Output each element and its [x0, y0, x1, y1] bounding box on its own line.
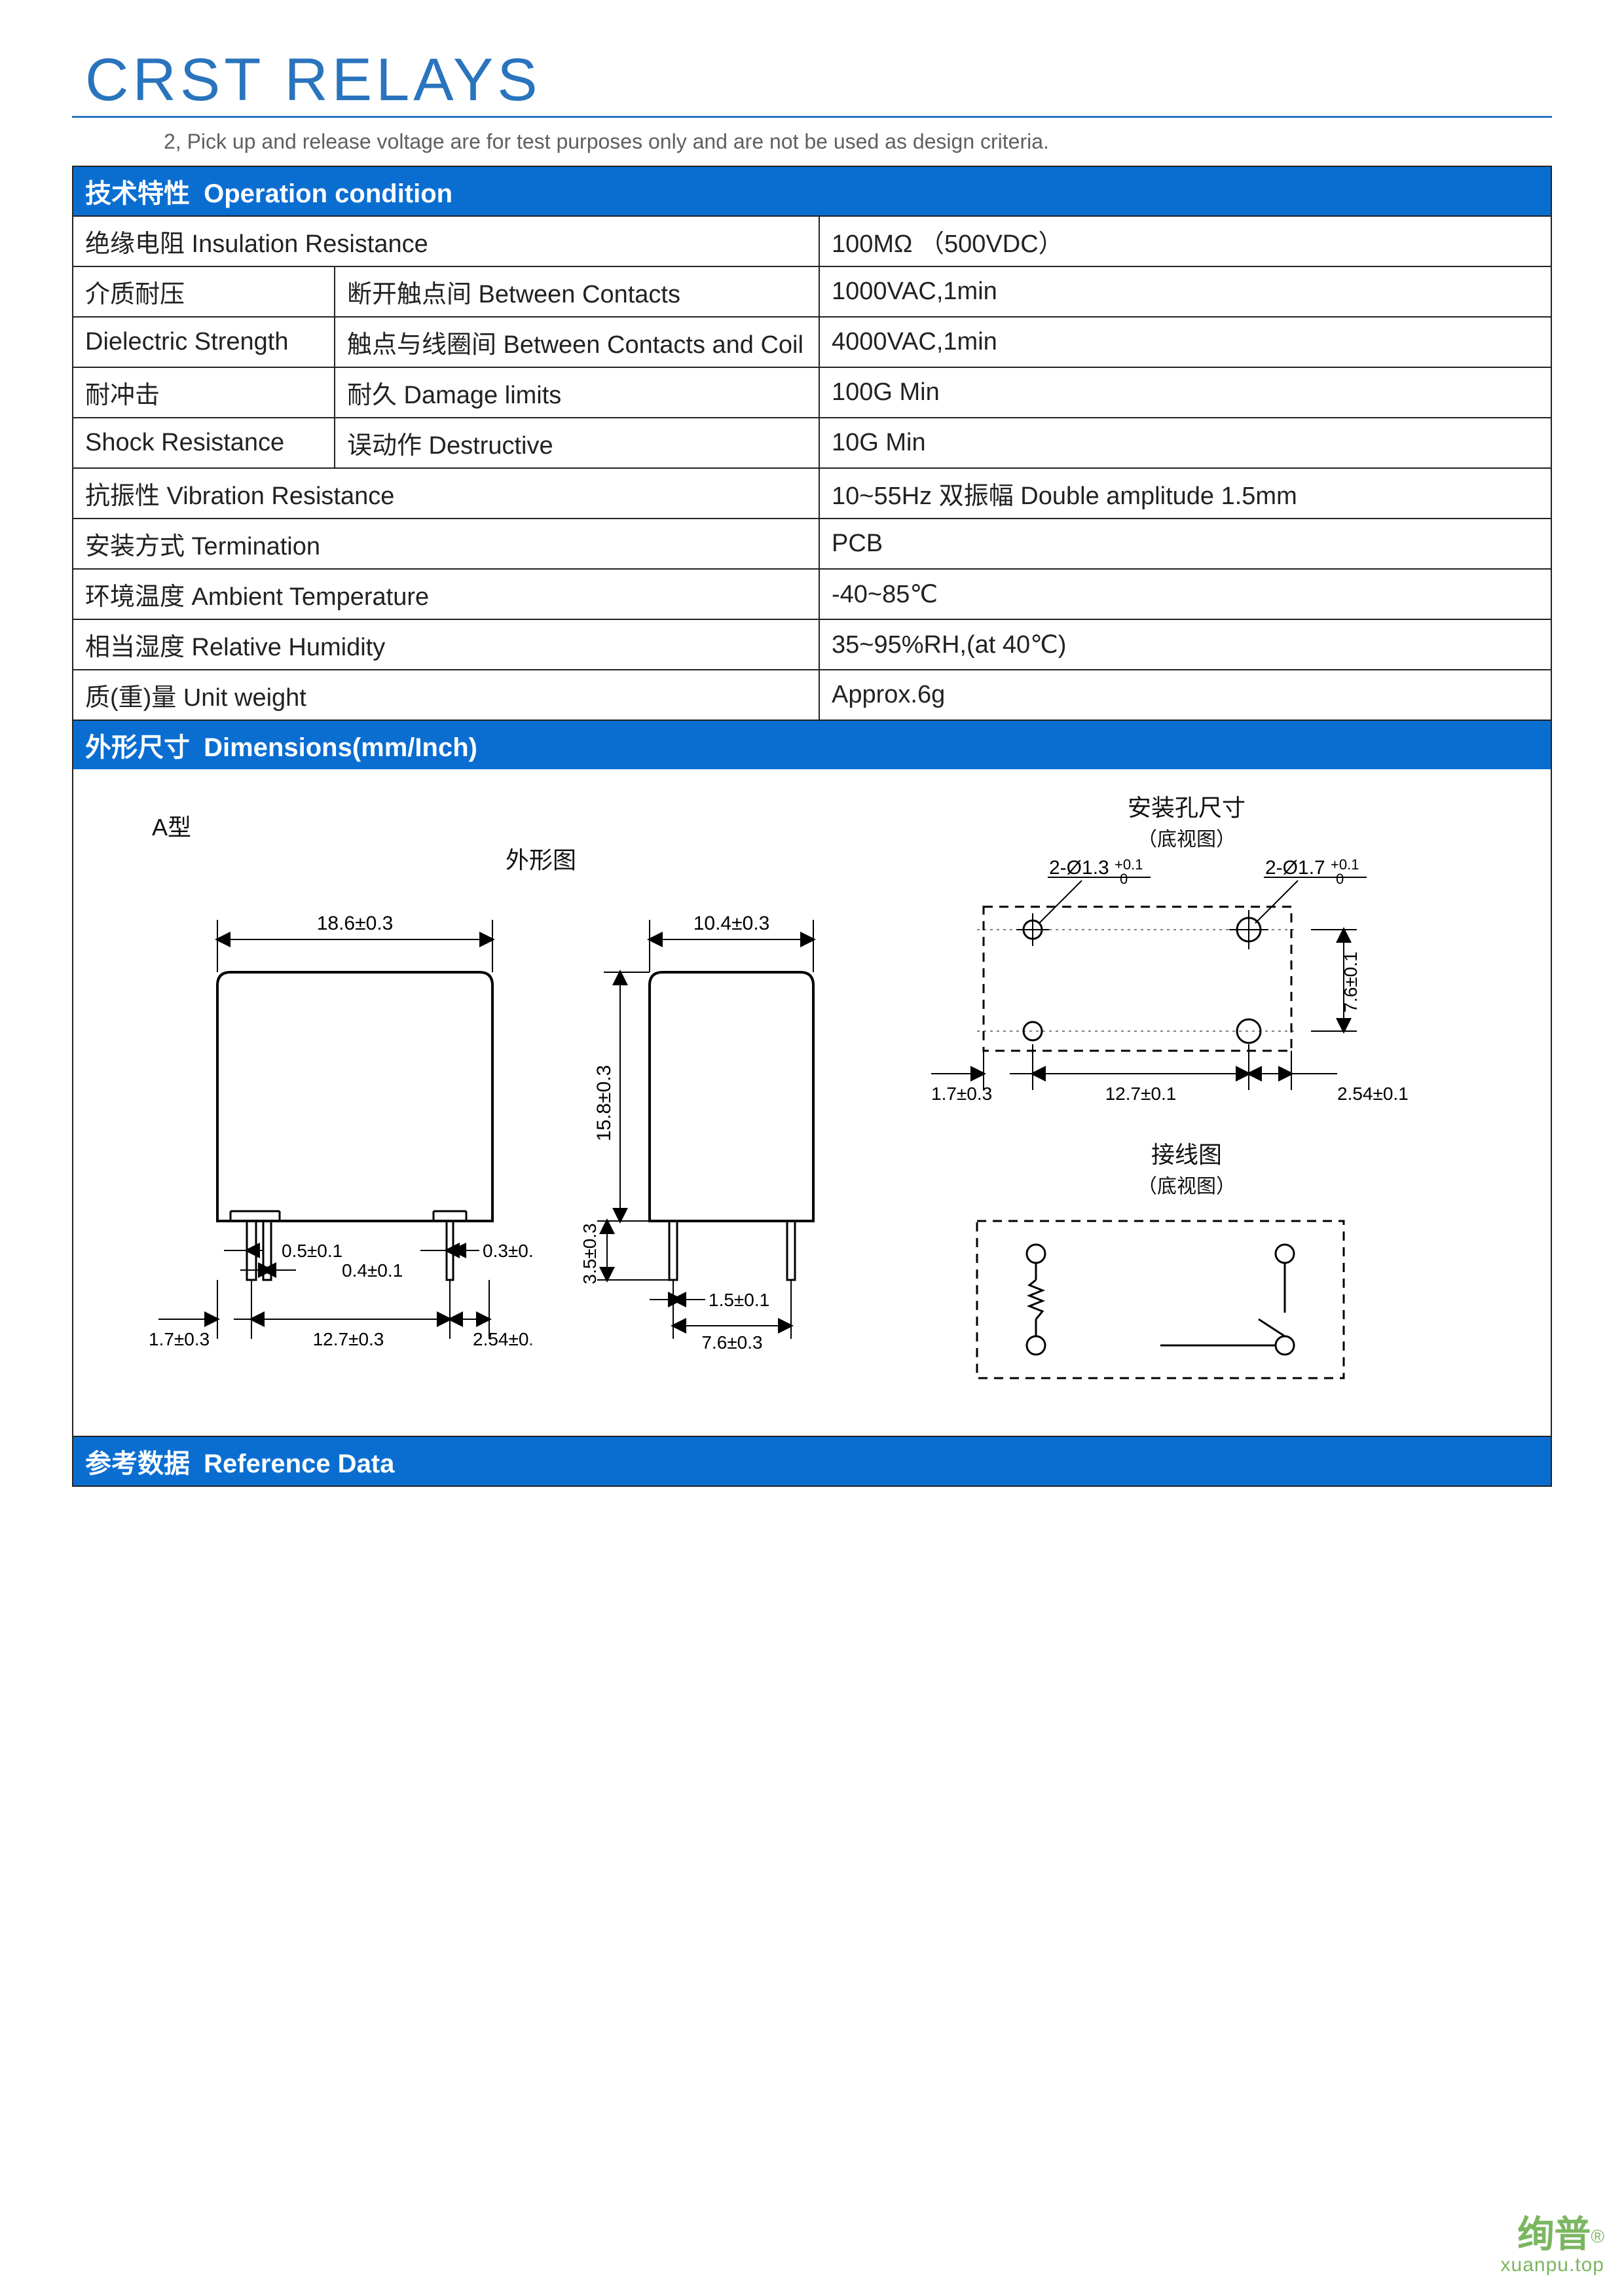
- wiring-svg: [938, 1195, 1396, 1404]
- cell-sub: 断开触点间 Between Contacts: [335, 266, 819, 317]
- cell-label: 相当湿度 Relative Humidity: [73, 619, 819, 670]
- svg-text:7.6±0.1: 7.6±0.1: [1340, 951, 1361, 1012]
- svg-text:1.7±0.3: 1.7±0.3: [149, 1329, 210, 1349]
- svg-text:0: 0: [1336, 871, 1344, 887]
- mount-title: 安装孔尺寸 （底视图）: [1101, 789, 1272, 852]
- cell-sub: 触点与线圈间 Between Contacts and Coil: [335, 317, 819, 367]
- cell-label: 质(重)量 Unit weight: [73, 670, 819, 720]
- dimensions-diagram: A型 外形图 安装孔尺寸 （底视图） 接线图 （底视图） 18.6±0: [72, 769, 1552, 1437]
- cell-value: 4000VAC,1min: [819, 317, 1551, 367]
- svg-text:+0.1: +0.1: [1115, 856, 1143, 873]
- cell-value: 35~95%RH,(at 40℃): [819, 619, 1551, 670]
- section1-en: Operation condition: [204, 179, 452, 208]
- svg-text:18.6±0.3: 18.6±0.3: [317, 913, 394, 934]
- footer-url: xuanpu.top: [1501, 2254, 1604, 2276]
- cell-value: 100G Min: [819, 367, 1551, 418]
- cell-value: Approx.6g: [819, 670, 1551, 720]
- svg-text:0.3±0.1: 0.3±0.1: [483, 1241, 532, 1261]
- svg-text:0: 0: [1120, 871, 1128, 887]
- svg-text:15.8±0.3: 15.8±0.3: [593, 1065, 615, 1142]
- cell-value: PCB: [819, 519, 1551, 569]
- svg-text:1.5±0.1: 1.5±0.1: [709, 1290, 769, 1310]
- wiring-title: 接线图 （底视图）: [1121, 1136, 1252, 1199]
- cell-label: 耐冲击: [73, 367, 335, 418]
- svg-text:2.54±0.3: 2.54±0.3: [473, 1329, 532, 1349]
- table-row: 质(重)量 Unit weight Approx.6g: [73, 670, 1551, 720]
- outline-front-svg: 18.6±0.3 0.5±0.1 0.4±0.1 0.3±0.1: [126, 894, 532, 1391]
- svg-text:10.4±0.3: 10.4±0.3: [693, 913, 770, 934]
- svg-text:3.5±0.3: 3.5±0.3: [580, 1223, 600, 1284]
- table-row: 相当湿度 Relative Humidity 35~95%RH,(at 40℃): [73, 619, 1551, 670]
- cell-label: 介质耐压: [73, 266, 335, 317]
- cell-label: 抗振性 Vibration Resistance: [73, 468, 819, 519]
- cell-value: 100MΩ （500VDC）: [819, 216, 1551, 266]
- section3-en: Reference Data: [204, 1449, 394, 1478]
- registered-icon: ®: [1591, 2227, 1604, 2247]
- cell-sub: 误动作 Destructive: [335, 418, 819, 468]
- section3-cn: 参考数据: [85, 1449, 190, 1478]
- svg-text:1.7±0.3: 1.7±0.3: [931, 1084, 992, 1104]
- section2-en: Dimensions(mm/Inch): [204, 733, 477, 762]
- section-reference-data: 参考数据 Reference Data: [72, 1437, 1552, 1487]
- table-row: 耐冲击 耐久 Damage limits 100G Min: [73, 367, 1551, 418]
- cell-value: 1000VAC,1min: [819, 266, 1551, 317]
- footer-brand: 绚普: [1517, 2215, 1591, 2255]
- svg-text:2-Ø1.3: 2-Ø1.3: [1049, 857, 1109, 879]
- svg-text:12.7±0.3: 12.7±0.3: [313, 1329, 384, 1349]
- brand-title: CRST RELAYS: [72, 46, 1552, 118]
- svg-text:2.54±0.1: 2.54±0.1: [1337, 1084, 1409, 1104]
- outline-title: 外形图: [506, 841, 576, 875]
- svg-text:0.5±0.1: 0.5±0.1: [282, 1241, 342, 1261]
- cell-label: Shock Resistance: [73, 418, 335, 468]
- section2-cn: 外形尺寸: [85, 733, 190, 762]
- section-dimensions: 外形尺寸 Dimensions(mm/Inch): [72, 721, 1552, 769]
- svg-text:12.7±0.1: 12.7±0.1: [1105, 1084, 1177, 1104]
- mounting-svg: 2-Ø1.3 +0.1 0 2-Ø1.7 +0.1 0: [892, 848, 1449, 1123]
- type-label: A型: [152, 809, 191, 843]
- table-row: 安装方式 Termination PCB: [73, 519, 1551, 569]
- cell-sub: 耐久 Damage limits: [335, 367, 819, 418]
- svg-text:0.4±0.1: 0.4±0.1: [342, 1260, 403, 1281]
- table-row: 环境温度 Ambient Temperature -40~85℃: [73, 569, 1551, 619]
- footer-logo: 绚普® xuanpu.top: [1501, 2205, 1604, 2276]
- outline-side-svg: 10.4±0.3 15.8±0.3 3.5±0.3 1.5±0.1 7.6±0.…: [564, 894, 846, 1391]
- cell-value: -40~85℃: [819, 569, 1551, 619]
- svg-text:+0.1: +0.1: [1331, 856, 1359, 873]
- svg-text:7.6±0.3: 7.6±0.3: [701, 1332, 762, 1353]
- cell-label: 安装方式 Termination: [73, 519, 819, 569]
- section1-cn: 技术特性: [85, 179, 190, 208]
- table-row: 绝缘电阻 Insulation Resistance 100MΩ （500VDC…: [73, 216, 1551, 266]
- table-row: Shock Resistance 误动作 Destructive 10G Min: [73, 418, 1551, 468]
- cell-label: 绝缘电阻 Insulation Resistance: [73, 216, 819, 266]
- section-operation-condition: 技术特性 Operation condition: [72, 166, 1552, 215]
- header-note: 2, Pick up and release voltage are for t…: [72, 118, 1552, 166]
- table-row: 介质耐压 断开触点间 Between Contacts 1000VAC,1min: [73, 266, 1551, 317]
- svg-text:2-Ø1.7: 2-Ø1.7: [1265, 857, 1325, 879]
- table-row: 抗振性 Vibration Resistance 10~55Hz 双振幅 Dou…: [73, 468, 1551, 519]
- spec-table: 绝缘电阻 Insulation Resistance 100MΩ （500VDC…: [72, 215, 1552, 721]
- cell-value: 10G Min: [819, 418, 1551, 468]
- cell-value: 10~55Hz 双振幅 Double amplitude 1.5mm: [819, 468, 1551, 519]
- table-row: Dielectric Strength 触点与线圈间 Between Conta…: [73, 317, 1551, 367]
- cell-label: 环境温度 Ambient Temperature: [73, 569, 819, 619]
- cell-label: Dielectric Strength: [73, 317, 335, 367]
